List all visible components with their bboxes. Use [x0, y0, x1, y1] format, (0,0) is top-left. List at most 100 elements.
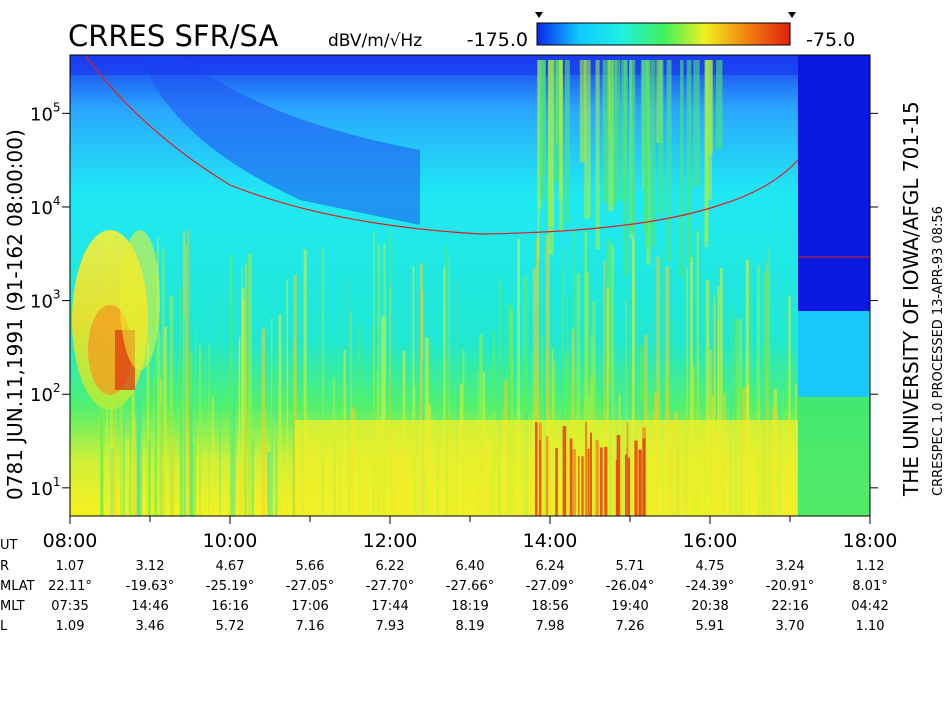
ephemeris-value: 17:06 — [291, 599, 328, 614]
spectrogram-stripe — [231, 365, 236, 516]
ephemeris-value: 18:56 — [531, 599, 568, 614]
spectrogram-stripe — [159, 332, 161, 516]
ephemeris-label: MLAT — [0, 579, 35, 594]
ephemeris-value: 20:38 — [691, 599, 728, 614]
spectrogram-stripe — [456, 280, 458, 516]
x-tick-label: 08:00 — [43, 530, 98, 552]
spectrogram-stripe — [185, 244, 187, 516]
spectrogram-stripe — [689, 257, 693, 516]
spectrogram-stripe — [443, 267, 446, 516]
spectrogram-red-stripe — [595, 439, 599, 516]
ephemeris-value: 19:40 — [611, 599, 648, 614]
y-tick-label: 103 — [30, 288, 61, 313]
spectrogram-stripe — [194, 326, 197, 516]
ephemeris-label: UT — [0, 538, 18, 553]
spectrogram-stripe — [191, 444, 195, 516]
spectrogram-upper-stripe — [640, 60, 645, 172]
spectrogram-stripe — [665, 266, 670, 516]
spectrogram-upper-stripe — [607, 60, 614, 212]
ephemeris-value: -19.63° — [126, 579, 174, 594]
spectrogram-stripe — [610, 244, 615, 516]
ephemeris-value: 6.40 — [456, 559, 485, 574]
spectrogram-red-stripe — [634, 440, 638, 516]
spectrogram-red-stripe — [589, 432, 593, 516]
spectrogram-red-stripe — [539, 440, 541, 516]
spectrogram-upper-stripe — [584, 60, 591, 219]
spectrogram-upper-stripe — [693, 60, 700, 188]
spectrogram-stripe — [131, 283, 135, 516]
spectrogram-top-band — [70, 55, 870, 75]
ephemeris-value: 5.66 — [296, 559, 325, 574]
spectrogram-upper-stripe — [539, 60, 546, 200]
spectrogram-stripe — [606, 287, 610, 516]
ephemeris-label: R — [0, 559, 9, 574]
ephemeris-value: 8.19 — [456, 619, 485, 634]
spectrogram-upper-stripe — [615, 60, 621, 201]
spectrogram-stripe — [163, 326, 167, 516]
spectrogram-right-green — [798, 397, 870, 516]
colorbar-unit: dBV/m/√Hz — [328, 31, 422, 51]
colorbar — [536, 22, 791, 46]
y-tick-label: 101 — [30, 475, 61, 500]
spectrogram-stripe — [156, 250, 158, 516]
spectrogram-stripe — [286, 280, 289, 516]
spectrogram-stripe — [380, 316, 385, 516]
ephemeris-value: -27.66° — [446, 579, 494, 594]
chart-title: CRRES SFR/SA — [68, 19, 278, 53]
y-tick-exponent: 5 — [53, 100, 61, 114]
spectrogram-stripe — [510, 309, 513, 516]
spectrogram-red-stripe — [578, 455, 580, 516]
spectrogram-stripe — [129, 276, 132, 516]
spectrogram-upper-stripe — [716, 60, 723, 149]
spectrogram-stripe — [566, 295, 569, 516]
spectrogram-red-stripe — [562, 426, 567, 516]
spectrogram-stripe — [389, 286, 391, 516]
spectrogram-upper-stripe — [658, 60, 664, 216]
spectrogram-red-stripe — [585, 421, 587, 516]
ephemeris-value: 1.07 — [56, 559, 85, 574]
spectrogram-upper-stripe — [704, 60, 709, 248]
spectrogram-stripe — [244, 263, 248, 516]
spectrogram-upper-stripe — [579, 60, 586, 163]
spectrogram-stripe — [705, 279, 710, 516]
spectrogram-stripe — [189, 391, 193, 516]
spectrogram-upper-stripe — [680, 60, 684, 278]
spectrogram-red-stripe — [638, 449, 642, 516]
spectrogram-stripe — [267, 451, 272, 516]
ephemeris-value: 22:16 — [771, 599, 808, 614]
spectrogram-stripe — [717, 286, 720, 516]
ephemeris-value: 3.70 — [776, 619, 805, 634]
spectrogram-stripe — [736, 317, 738, 516]
y-tick-base: 10 — [30, 385, 53, 406]
ephemeris-value: -26.04° — [606, 579, 654, 594]
spectrogram-stripe — [114, 340, 116, 516]
spectrogram-stripe — [545, 235, 550, 516]
spectrogram-blob — [120, 230, 160, 370]
spectrogram-stripe — [347, 278, 350, 516]
y-tick-exponent: 2 — [53, 381, 61, 395]
spectrogram-red-stripe — [535, 421, 538, 516]
spectrogram-upper-stripe — [666, 60, 672, 261]
spectrogram-stripe — [157, 237, 159, 516]
spectrogram-stripe — [208, 344, 210, 516]
spectrogram-red-stripe — [600, 447, 603, 516]
spectrogram-stripe — [270, 317, 273, 516]
spectrogram-stripe — [251, 438, 254, 516]
ephemeris-value: 5.72 — [216, 619, 245, 634]
spectrogram-red-stripe — [616, 434, 621, 516]
spectrogram-stripe — [713, 294, 715, 516]
y-tick-base: 10 — [30, 198, 53, 219]
x-tick-label: 18:00 — [843, 530, 898, 552]
spectrogram-red-stripe — [555, 447, 558, 516]
spectrogram-right-dark — [798, 55, 870, 311]
spectrogram-stripe — [187, 230, 189, 516]
ephemeris-value: 07:35 — [51, 599, 88, 614]
spectrogram-stripe — [274, 425, 278, 516]
spectrogram-stripe — [373, 231, 375, 516]
ephemeris-value: 5.91 — [696, 619, 725, 634]
spectrogram-stripe — [162, 249, 165, 516]
spectrogram-upper-stripe — [623, 60, 628, 276]
ephemeris-value: -24.39° — [686, 579, 734, 594]
ephemeris-value: 6.22 — [376, 559, 405, 574]
